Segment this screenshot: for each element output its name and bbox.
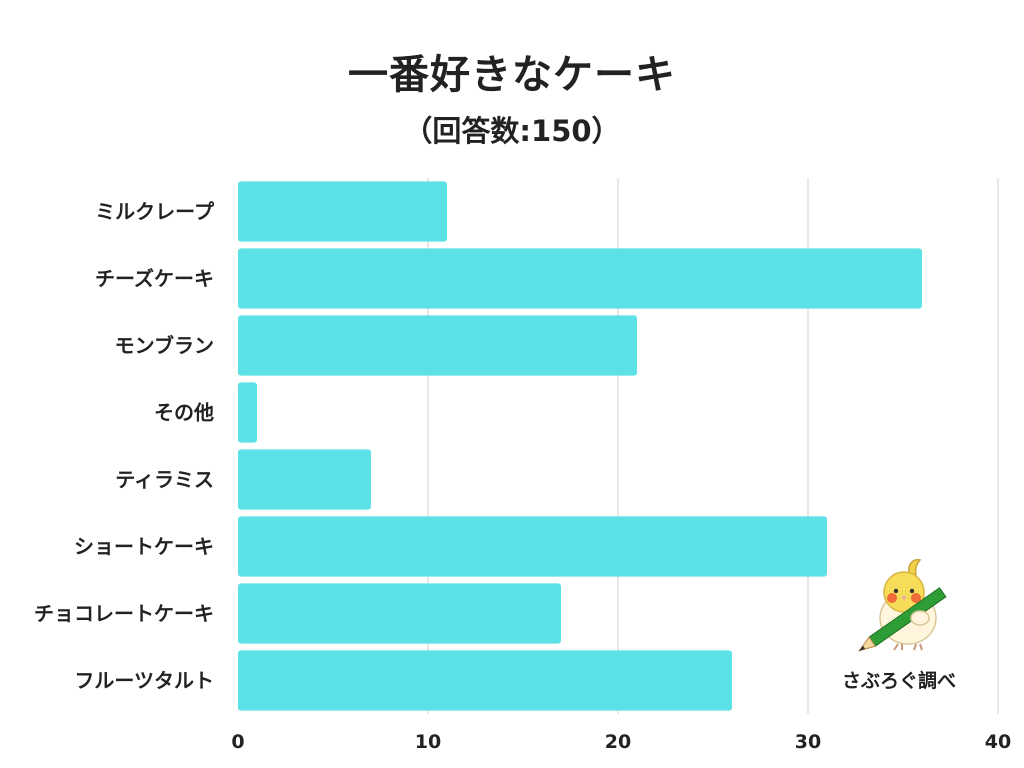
bar-2: [238, 315, 637, 376]
x-tick-label-2: 20: [605, 731, 631, 753]
category-label-3: その他: [154, 401, 214, 425]
bar-3: [238, 382, 257, 443]
category-label-5: ショートケーキ: [74, 535, 214, 559]
bar-0: [238, 181, 447, 242]
category-label-0: ミルクレープ: [95, 200, 215, 224]
category-label-4: ティラミス: [115, 468, 214, 492]
x-tick-label-4: 40: [985, 731, 1011, 753]
x-tick-label-3: 30: [795, 731, 821, 753]
source-label: さぶろぐ調べ: [842, 670, 957, 692]
category-label-2: モンブラン: [115, 334, 214, 358]
x-tick-label-0: 0: [231, 731, 244, 753]
bar-4: [238, 449, 371, 510]
category-label-6: チョコレートケーキ: [34, 602, 214, 626]
bar-6: [238, 583, 561, 644]
cockatiel-mascot-icon: [858, 558, 947, 652]
chart-subtitle: （回答数:150）: [403, 114, 621, 148]
x-tick-label-1: 10: [415, 731, 441, 753]
bar-1: [238, 248, 922, 309]
category-label-7: フルーツタルト: [74, 669, 214, 693]
bar-5: [238, 516, 827, 577]
category-label-1: チーズケーキ: [95, 267, 214, 291]
bar-7: [238, 650, 732, 711]
chart-title: 一番好きなケーキ: [348, 52, 676, 98]
